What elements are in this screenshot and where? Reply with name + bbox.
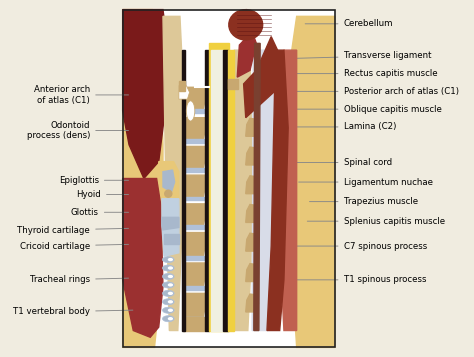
Ellipse shape (163, 307, 174, 313)
Ellipse shape (168, 292, 173, 295)
Text: Glottis: Glottis (71, 208, 128, 217)
Polygon shape (183, 118, 205, 140)
Polygon shape (183, 146, 205, 169)
Polygon shape (228, 79, 238, 89)
Text: Cerebellum: Cerebellum (305, 19, 393, 28)
Polygon shape (246, 263, 258, 282)
Polygon shape (234, 50, 252, 331)
Polygon shape (183, 168, 204, 172)
Polygon shape (288, 16, 335, 347)
Polygon shape (246, 90, 258, 107)
Polygon shape (183, 204, 205, 226)
Polygon shape (162, 217, 179, 230)
Ellipse shape (163, 290, 174, 296)
Ellipse shape (163, 282, 174, 288)
Polygon shape (183, 109, 204, 112)
Ellipse shape (186, 101, 195, 121)
Text: Trapezius muscle: Trapezius muscle (310, 197, 418, 206)
Polygon shape (183, 226, 204, 229)
Polygon shape (183, 139, 204, 143)
Text: C7 spinous process: C7 spinous process (292, 242, 427, 251)
Ellipse shape (168, 258, 173, 261)
Polygon shape (179, 81, 185, 91)
Polygon shape (254, 43, 260, 331)
Polygon shape (209, 43, 229, 331)
Ellipse shape (163, 257, 174, 263)
Polygon shape (183, 87, 205, 109)
Polygon shape (280, 50, 297, 331)
Ellipse shape (163, 273, 174, 280)
Polygon shape (205, 50, 209, 331)
Polygon shape (183, 317, 204, 320)
Polygon shape (211, 50, 223, 331)
Polygon shape (123, 10, 167, 178)
Polygon shape (162, 199, 179, 256)
Polygon shape (183, 175, 205, 197)
Polygon shape (246, 205, 258, 222)
Ellipse shape (163, 299, 174, 305)
Bar (123, 10, 335, 347)
Ellipse shape (168, 266, 173, 270)
Text: Thyroid cartilage: Thyroid cartilage (18, 226, 128, 235)
Polygon shape (244, 37, 278, 118)
Polygon shape (246, 176, 258, 194)
Polygon shape (183, 293, 205, 317)
Polygon shape (246, 233, 258, 251)
Bar (123, 10, 335, 347)
Polygon shape (183, 286, 204, 290)
Ellipse shape (163, 316, 174, 322)
Text: Hyoid: Hyoid (76, 190, 128, 199)
Polygon shape (183, 197, 204, 201)
Polygon shape (183, 256, 204, 260)
Polygon shape (164, 234, 179, 245)
Polygon shape (237, 31, 256, 77)
Text: Epiglottis: Epiglottis (59, 176, 128, 185)
Text: Spinal cord: Spinal cord (238, 158, 392, 167)
Polygon shape (182, 50, 185, 331)
Text: T1 spinous process: T1 spinous process (292, 275, 426, 284)
Ellipse shape (168, 275, 173, 278)
Polygon shape (163, 170, 174, 192)
Polygon shape (183, 232, 205, 256)
Ellipse shape (163, 265, 174, 271)
Ellipse shape (164, 190, 173, 198)
Polygon shape (229, 10, 263, 40)
Text: Splenius capitis muscle: Splenius capitis muscle (307, 217, 445, 226)
Polygon shape (246, 147, 258, 165)
Polygon shape (246, 294, 258, 312)
Polygon shape (159, 162, 179, 206)
Text: Oblique capitis muscle: Oblique capitis muscle (290, 105, 441, 114)
Polygon shape (183, 263, 205, 287)
Text: Posterior arch of atlas (C1): Posterior arch of atlas (C1) (290, 87, 458, 96)
Text: Odontoid
process (dens): Odontoid process (dens) (27, 121, 128, 140)
Text: Anterior arch
of atlas (C1): Anterior arch of atlas (C1) (34, 85, 128, 105)
Polygon shape (179, 86, 190, 99)
Polygon shape (228, 50, 234, 331)
Text: Tracheal rings: Tracheal rings (30, 275, 128, 284)
Text: Ligamentum nuchae: Ligamentum nuchae (299, 177, 432, 187)
Polygon shape (223, 50, 228, 331)
Polygon shape (163, 16, 182, 331)
Text: Cricoid cartilage: Cricoid cartilage (20, 242, 128, 251)
Ellipse shape (168, 300, 173, 303)
Polygon shape (246, 119, 258, 136)
Polygon shape (123, 10, 163, 347)
Ellipse shape (168, 283, 173, 287)
Ellipse shape (168, 317, 173, 320)
Text: Transverse ligament: Transverse ligament (260, 51, 431, 60)
Polygon shape (252, 50, 275, 331)
Polygon shape (183, 317, 205, 331)
Text: T1 vertebral body: T1 vertebral body (13, 307, 133, 316)
Polygon shape (267, 50, 288, 331)
Text: Lamina (C2): Lamina (C2) (282, 122, 396, 131)
Polygon shape (123, 178, 163, 337)
Ellipse shape (168, 308, 173, 312)
Text: Rectus capitis muscle: Rectus capitis muscle (294, 69, 437, 78)
